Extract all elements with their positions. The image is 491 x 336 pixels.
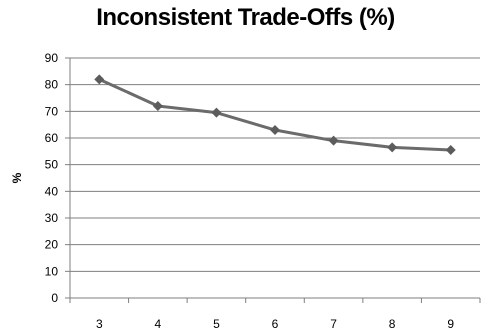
y-tick-label: 0 xyxy=(51,291,58,305)
gridlines xyxy=(70,57,480,272)
axes xyxy=(65,57,481,303)
x-tick-label: 7 xyxy=(330,317,337,331)
data-point-marker xyxy=(328,135,339,146)
y-tick-label: 30 xyxy=(45,211,59,225)
tick-labels: 0 10 20 30 40 50 60 70 80 90 3 4 5 6 7 8 9% xyxy=(10,51,454,331)
y-tick-label: 80 xyxy=(45,78,59,92)
data-point-marker xyxy=(445,145,456,155)
y-axis-label: % xyxy=(10,172,24,183)
chart-title: Inconsistent Trade-Offs (%) xyxy=(96,4,395,31)
y-tick-label: 40 xyxy=(45,184,59,198)
x-tick-label: 3 xyxy=(96,317,103,331)
data-point-marker xyxy=(211,107,222,118)
y-tick-label: 20 xyxy=(45,238,59,252)
data-point-marker xyxy=(152,101,163,111)
data-point-marker xyxy=(270,125,280,135)
x-tick-label: 4 xyxy=(155,317,162,331)
y-tick-label: 50 xyxy=(45,158,59,172)
series-layer xyxy=(94,74,456,155)
x-tick-label: 8 xyxy=(389,317,396,331)
y-tick-label: 70 xyxy=(45,104,59,118)
series-line xyxy=(98,77,451,152)
y-tick-label: 90 xyxy=(45,51,59,65)
y-tick-label: 60 xyxy=(45,131,59,145)
x-tick-label: 6 xyxy=(272,317,279,331)
y-tick-label: 10 xyxy=(45,264,59,278)
x-tick-label: 5 xyxy=(213,317,220,331)
x-tick-label: 9 xyxy=(447,317,454,331)
data-point-marker xyxy=(94,74,105,85)
data-point-marker xyxy=(387,142,398,153)
